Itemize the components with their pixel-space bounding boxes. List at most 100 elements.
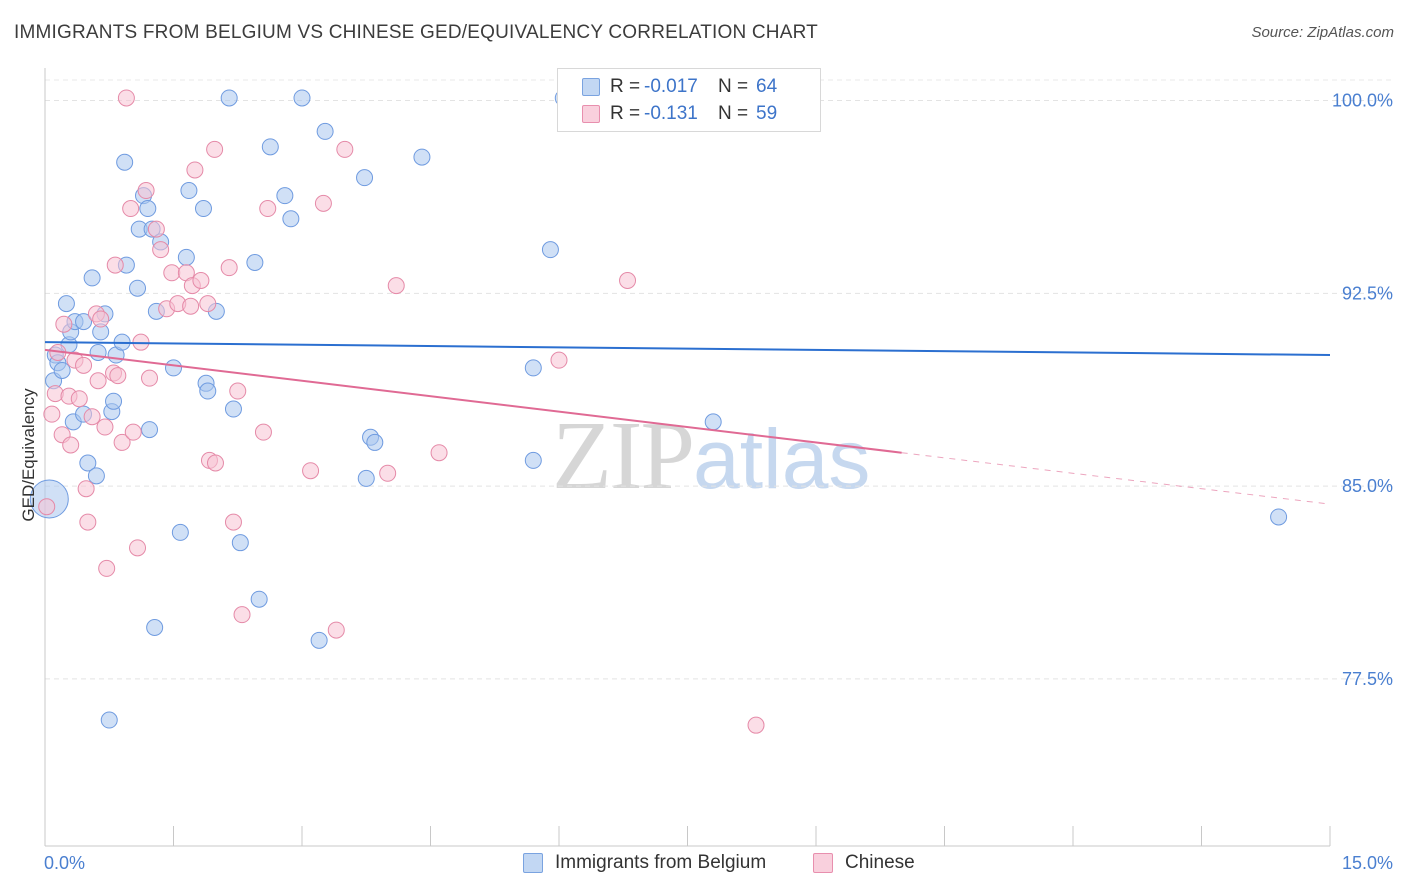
data-point — [141, 421, 159, 439]
data-point — [79, 513, 97, 531]
data-point — [98, 559, 116, 577]
data-point — [96, 418, 114, 436]
data-point — [336, 140, 354, 158]
data-point — [316, 122, 334, 140]
data-point — [89, 372, 107, 390]
data-point — [194, 200, 212, 218]
data-point — [92, 310, 110, 328]
data-point — [122, 200, 140, 218]
gridlines — [45, 79, 1392, 680]
watermark-atlas: atlas — [693, 412, 871, 506]
data-point — [206, 454, 224, 472]
data-point — [1270, 508, 1288, 526]
data-point — [224, 400, 242, 418]
data-point — [250, 590, 268, 608]
legend-label-chinese: Chinese — [845, 852, 915, 873]
data-point — [259, 200, 277, 218]
trend-line-chinese-extrapolated — [901, 452, 1331, 505]
data-point — [87, 467, 105, 485]
chart-source: Source: ZipAtlas.com — [1251, 24, 1394, 41]
data-point — [70, 390, 88, 408]
data-point — [182, 297, 200, 315]
legend-r-value: -0.131 — [644, 103, 698, 124]
data-point — [366, 433, 384, 451]
legend-n-label: N = — [718, 103, 749, 124]
data-point — [379, 464, 397, 482]
data-point — [109, 367, 127, 385]
data-point — [46, 385, 64, 403]
data-point — [254, 423, 272, 441]
data-point — [139, 200, 157, 218]
trend-line-belgium — [44, 341, 1331, 357]
y-tick-label: 92.5% — [1342, 283, 1393, 303]
data-point — [302, 462, 320, 480]
data-point — [113, 433, 131, 451]
legend-swatch-belgium — [582, 78, 600, 96]
legend-item-chinese[interactable]: Chinese — [813, 852, 915, 874]
data-point — [38, 498, 56, 516]
legend-row-chinese: R = -0.131 N = 59 — [582, 102, 777, 126]
data-point — [165, 359, 182, 377]
x-tick-label-min: 0.0% — [44, 853, 85, 873]
data-point — [55, 315, 73, 333]
data-point — [229, 382, 247, 400]
y-tick-label: 100.0% — [1332, 91, 1393, 111]
data-point — [199, 382, 217, 400]
legend-n-value: 64 — [756, 76, 778, 97]
data-point — [137, 182, 155, 200]
data-point — [199, 295, 217, 313]
data-point — [524, 359, 542, 377]
data-point — [276, 187, 294, 205]
data-point — [619, 271, 637, 289]
series-immigrants-from-belgium — [29, 89, 1288, 729]
legend-r-label: R = — [610, 76, 641, 97]
data-point — [550, 351, 568, 369]
data-point — [146, 619, 164, 637]
data-point — [293, 89, 311, 107]
series-legend: Immigrants from Belgium Chinese — [0, 852, 1406, 878]
data-point — [310, 631, 328, 649]
data-point — [83, 408, 101, 426]
y-axis-label: GED/Equivalency — [19, 388, 38, 522]
legend-swatch-chinese — [582, 105, 600, 123]
data-point — [105, 392, 123, 410]
data-point — [77, 480, 95, 498]
legend-item-belgium[interactable]: Immigrants from Belgium — [523, 852, 766, 874]
data-point — [152, 241, 170, 259]
legend-swatch-belgium — [523, 853, 543, 873]
data-point — [246, 253, 264, 271]
data-point — [357, 469, 375, 487]
data-point — [163, 264, 181, 282]
data-point — [89, 343, 107, 361]
data-point — [116, 153, 134, 171]
data-point — [79, 454, 97, 472]
series-chinese — [38, 89, 765, 734]
data-point — [186, 161, 204, 179]
legend-row-belgium: R = -0.017 N = 64 — [582, 75, 777, 99]
legend-n-label: N = — [718, 76, 749, 97]
data-point — [62, 436, 80, 454]
data-point — [75, 313, 93, 331]
legend-n-value: 59 — [756, 103, 778, 124]
data-point — [171, 523, 189, 541]
data-point — [192, 271, 210, 289]
data-point — [206, 140, 224, 158]
trend-line-chinese — [44, 348, 902, 454]
data-point — [224, 513, 242, 531]
data-point — [430, 444, 448, 462]
data-point — [43, 405, 61, 423]
data-point — [57, 295, 75, 313]
data-point — [541, 241, 559, 259]
legend-swatch-chinese — [813, 853, 833, 873]
y-tick-label: 85.0% — [1342, 476, 1393, 496]
data-point — [129, 539, 147, 557]
data-point — [180, 182, 198, 200]
data-point — [124, 423, 142, 441]
data-point — [177, 248, 195, 266]
data-point — [147, 220, 165, 238]
data-point — [231, 534, 249, 552]
y-tick-label: 77.5% — [1342, 669, 1393, 689]
data-point — [106, 256, 124, 274]
axes — [44, 68, 1331, 847]
data-point — [524, 451, 542, 469]
